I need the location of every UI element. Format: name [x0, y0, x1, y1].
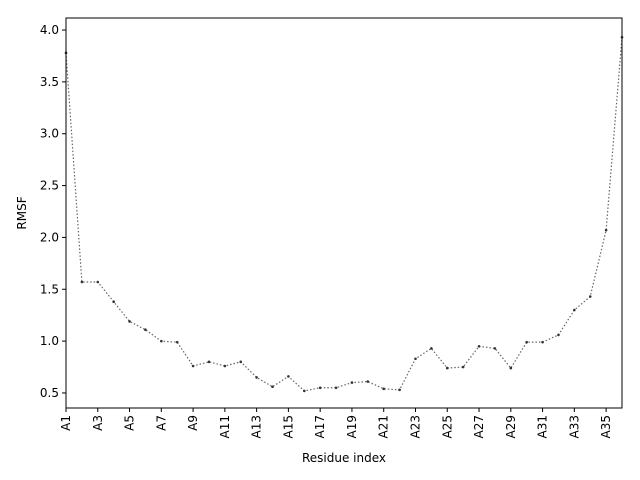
x-tick-label: A31	[536, 415, 550, 438]
point	[271, 385, 274, 389]
x-tick-label: A21	[377, 415, 391, 438]
y-tick-label: 2.5	[40, 179, 59, 193]
point	[414, 357, 417, 361]
line	[65, 37, 623, 392]
x-tick-label: A17	[313, 415, 327, 438]
x-tick-label: A23	[408, 415, 422, 438]
point	[255, 376, 258, 379]
point	[557, 333, 560, 337]
y-tick-label: 1.5	[40, 282, 59, 296]
point	[175, 340, 179, 344]
point	[541, 340, 544, 344]
x-tick-label: A1	[59, 415, 73, 431]
point	[287, 375, 290, 378]
plot-frame	[65, 17, 623, 409]
point	[223, 364, 227, 368]
x-tick-label: A15	[281, 415, 295, 438]
point	[366, 380, 370, 383]
x-tick-label: A3	[91, 415, 105, 431]
x-tick-label: A7	[154, 415, 168, 431]
x-tick-label: A27	[472, 415, 486, 438]
point	[96, 280, 100, 284]
x-tick-label: A5	[123, 415, 137, 431]
point	[493, 347, 497, 350]
point	[461, 365, 465, 369]
point	[144, 328, 147, 332]
point	[604, 228, 608, 232]
x-tick-label: A13	[250, 415, 264, 438]
point	[128, 320, 131, 323]
x-tick-label: A29	[504, 415, 518, 438]
point	[191, 364, 195, 368]
point	[382, 387, 386, 391]
y-tick-label: 2.0	[40, 230, 59, 244]
point	[573, 308, 576, 312]
y-tick-label: 3.5	[40, 75, 59, 89]
y-tick-label: 3.0	[40, 127, 59, 141]
point	[509, 366, 513, 370]
point	[477, 345, 481, 348]
point	[445, 366, 449, 370]
point	[588, 295, 592, 298]
point	[398, 388, 401, 392]
x-tick-label: A9	[186, 415, 200, 431]
y-tick-label: 1.0	[40, 334, 59, 348]
point	[430, 347, 433, 350]
x-tick-label: A33	[567, 415, 581, 438]
point	[334, 386, 338, 390]
y-axis-label: RMSF	[15, 196, 29, 229]
point	[350, 381, 354, 384]
point	[160, 339, 163, 343]
point	[207, 360, 211, 364]
x-tick-label: A35	[599, 415, 613, 438]
point	[80, 280, 84, 284]
x-tick-label: A19	[345, 415, 359, 438]
y-tick-label: 0.5	[40, 386, 59, 400]
x-tick-label: A25	[440, 415, 454, 438]
point	[525, 340, 528, 344]
y-tick-label: 4.0	[40, 23, 59, 37]
point	[302, 389, 306, 393]
x-axis-label: Residue index	[302, 451, 386, 465]
x-tick-label: A11	[218, 415, 232, 438]
point	[318, 386, 322, 390]
point	[112, 300, 115, 304]
point	[239, 360, 243, 364]
